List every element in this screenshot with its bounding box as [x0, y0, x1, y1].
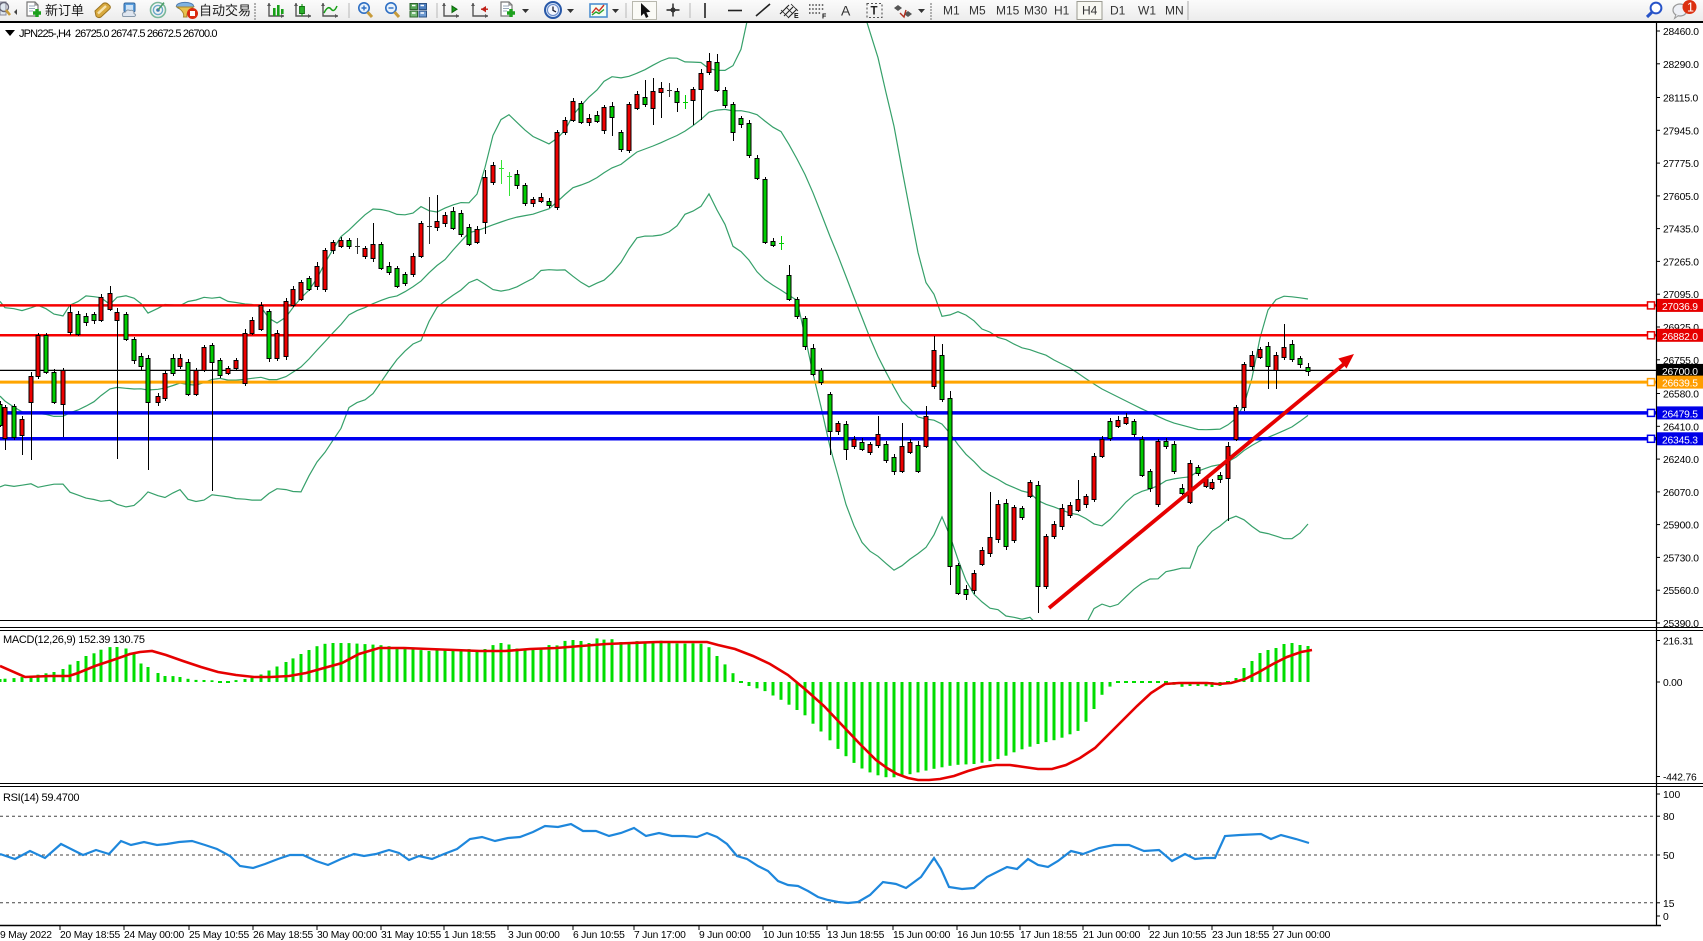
svg-text:25560.0: 25560.0	[1663, 586, 1699, 597]
svg-text:E: E	[794, 13, 799, 20]
svg-text:-442.76: -442.76	[1663, 773, 1697, 784]
svg-text:M15: M15	[996, 4, 1020, 18]
svg-text:28290.0: 28290.0	[1663, 60, 1699, 71]
svg-text:6 Jun 10:55: 6 Jun 10:55	[573, 930, 625, 941]
svg-text:JPN225-,H4 26725.0 26747.5 26: JPN225-,H4 26725.0 26747.5 26672.5 26700…	[19, 28, 217, 40]
svg-text:27265.0: 27265.0	[1663, 257, 1699, 268]
svg-text:25900.0: 25900.0	[1663, 521, 1699, 532]
svg-text:T: T	[871, 6, 878, 18]
svg-text:27 Jun 00:00: 27 Jun 00:00	[1273, 930, 1331, 941]
svg-text:15 Jun 00:00: 15 Jun 00:00	[893, 930, 951, 941]
svg-text:MN: MN	[1165, 4, 1184, 18]
svg-text:H1: H1	[1054, 4, 1070, 18]
svg-text:26 May 18:55: 26 May 18:55	[253, 930, 313, 941]
svg-text:25 May 10:55: 25 May 10:55	[189, 930, 249, 941]
svg-text:27605.0: 27605.0	[1663, 192, 1699, 203]
svg-text:10 Jun 10:55: 10 Jun 10:55	[763, 930, 821, 941]
svg-text:M30: M30	[1024, 4, 1048, 18]
svg-text:20 May 18:55: 20 May 18:55	[60, 930, 120, 941]
svg-text:H4: H4	[1082, 4, 1098, 18]
svg-text:216.31: 216.31	[1663, 637, 1694, 648]
svg-text:A: A	[841, 3, 851, 19]
svg-text:23 Jun 18:55: 23 Jun 18:55	[1212, 930, 1270, 941]
svg-text:9 Jun 00:00: 9 Jun 00:00	[699, 930, 751, 941]
svg-text:26410.0: 26410.0	[1663, 422, 1699, 433]
svg-text:26882.0: 26882.0	[1662, 332, 1698, 343]
svg-text:26240.0: 26240.0	[1663, 455, 1699, 466]
svg-text:26925.0: 26925.0	[1663, 323, 1699, 334]
svg-text:21 Jun 00:00: 21 Jun 00:00	[1083, 930, 1141, 941]
svg-text:27945.0: 27945.0	[1663, 126, 1699, 137]
svg-text:50: 50	[1663, 851, 1675, 862]
svg-text:28460.0: 28460.0	[1663, 27, 1699, 38]
svg-text:26479.5: 26479.5	[1662, 409, 1698, 420]
svg-text:新订单: 新订单	[45, 3, 84, 18]
svg-text:W1: W1	[1138, 4, 1156, 18]
svg-text:25730.0: 25730.0	[1663, 553, 1699, 564]
svg-text:31 May 10:55: 31 May 10:55	[381, 930, 441, 941]
svg-text:22 Jun 10:55: 22 Jun 10:55	[1149, 930, 1207, 941]
svg-text:0: 0	[1663, 912, 1669, 923]
svg-text:7 Jun 17:00: 7 Jun 17:00	[634, 930, 686, 941]
svg-text:1: 1	[1687, 1, 1694, 15]
svg-text:13 Jun 18:55: 13 Jun 18:55	[827, 930, 885, 941]
svg-text:26755.0: 26755.0	[1663, 356, 1699, 367]
svg-text:24 May 00:00: 24 May 00:00	[124, 930, 184, 941]
svg-text:26345.3: 26345.3	[1662, 435, 1698, 446]
svg-text:27775.0: 27775.0	[1663, 159, 1699, 170]
svg-text:3 Jun 00:00: 3 Jun 00:00	[508, 930, 560, 941]
svg-text:MACD(12,26,9) 152.39 130.75: MACD(12,26,9) 152.39 130.75	[3, 634, 145, 646]
svg-text:F: F	[822, 14, 827, 21]
svg-text:27435.0: 27435.0	[1663, 225, 1699, 236]
svg-text:26700.0: 26700.0	[1662, 367, 1698, 378]
svg-text:17 Jun 18:55: 17 Jun 18:55	[1020, 930, 1078, 941]
svg-text:28115.0: 28115.0	[1663, 94, 1699, 105]
svg-text:M5: M5	[969, 4, 986, 18]
svg-text:30 May 00:00: 30 May 00:00	[317, 930, 377, 941]
svg-text:1 Jun 18:55: 1 Jun 18:55	[444, 930, 496, 941]
svg-text:15: 15	[1663, 899, 1675, 910]
svg-text:9 May 2022: 9 May 2022	[0, 930, 52, 941]
svg-text:26639.5: 26639.5	[1662, 379, 1698, 390]
svg-text:26070.0: 26070.0	[1663, 488, 1699, 499]
svg-text:100: 100	[1663, 790, 1680, 801]
svg-text:26580.0: 26580.0	[1663, 390, 1699, 401]
svg-text:RSI(14) 59.4700: RSI(14) 59.4700	[3, 792, 79, 804]
svg-text:M1: M1	[943, 4, 960, 18]
svg-text:27095.0: 27095.0	[1663, 290, 1699, 301]
svg-text:16 Jun 10:55: 16 Jun 10:55	[957, 930, 1015, 941]
svg-text:80: 80	[1663, 812, 1675, 823]
svg-text:自动交易: 自动交易	[199, 3, 251, 18]
svg-text:0.00: 0.00	[1663, 678, 1683, 689]
svg-text:25390.0: 25390.0	[1663, 619, 1699, 630]
svg-text:D1: D1	[1110, 4, 1126, 18]
svg-text:27036.9: 27036.9	[1662, 302, 1698, 313]
